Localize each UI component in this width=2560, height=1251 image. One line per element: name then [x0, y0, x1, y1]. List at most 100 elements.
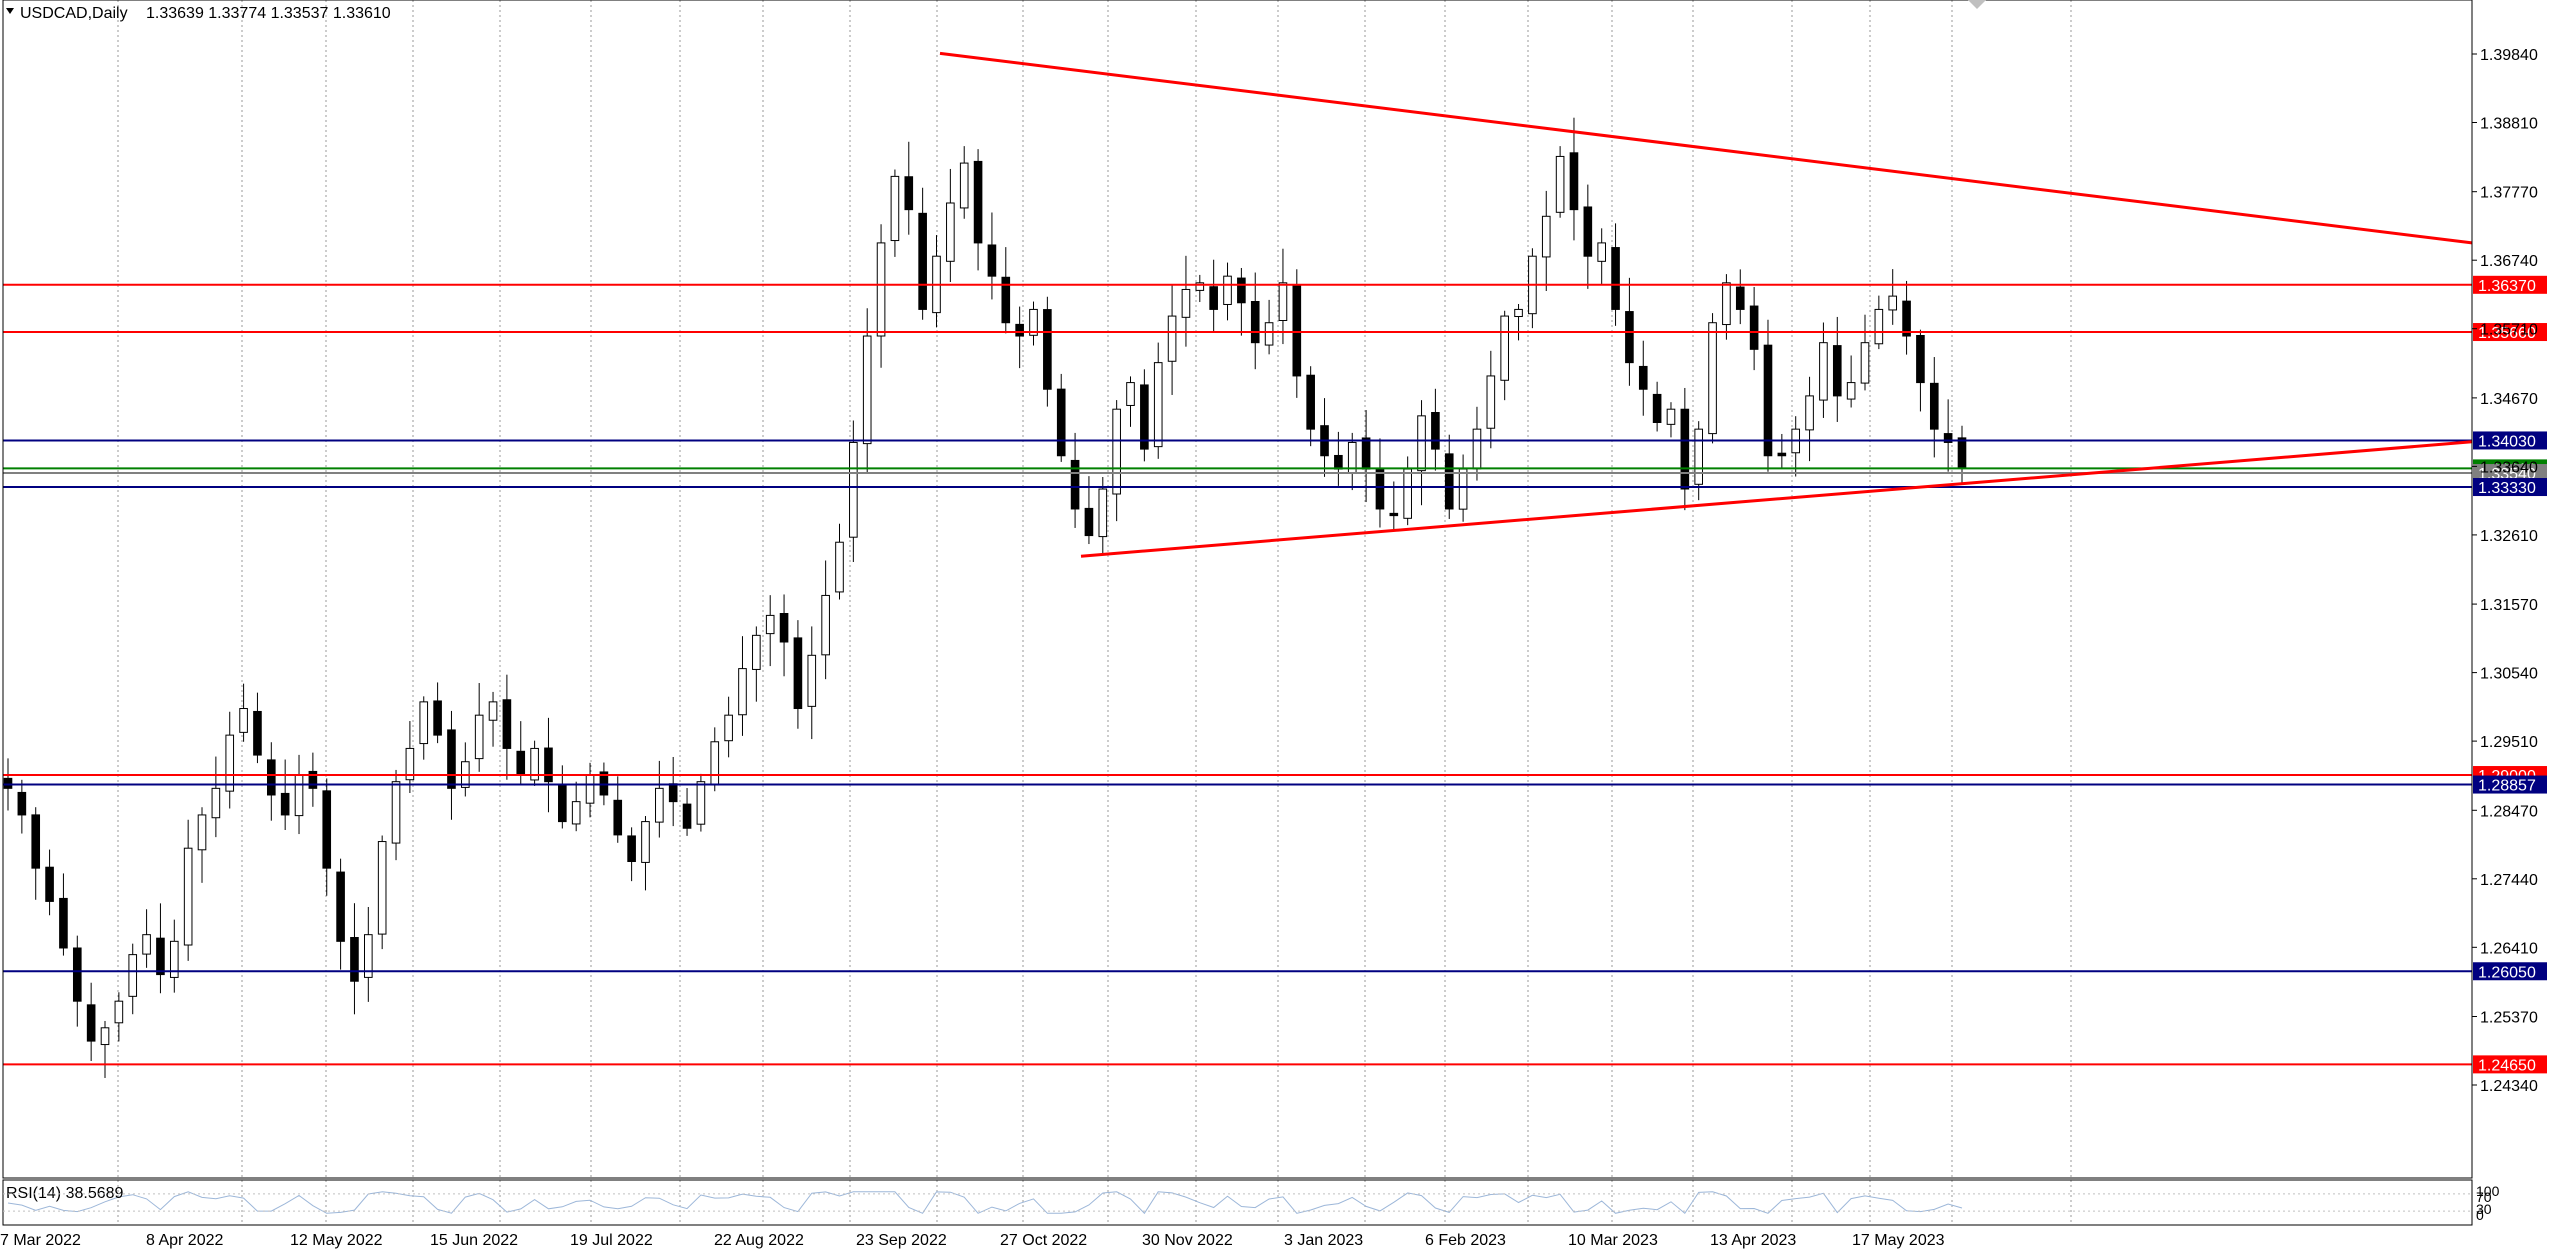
candle-down	[1652, 393, 1662, 423]
candle-up	[585, 774, 595, 804]
candle-down	[1043, 309, 1052, 390]
y-tick-label: 1.35710	[2480, 322, 2538, 339]
candle-up	[1126, 382, 1135, 406]
candle-down	[599, 771, 609, 796]
candle-up	[1167, 315, 1177, 362]
candle-up	[1500, 315, 1509, 381]
candle-up	[377, 841, 387, 935]
y-tick-label: 1.38810	[2480, 116, 2538, 133]
candle-down	[1070, 459, 1080, 510]
candle-up	[419, 701, 429, 745]
x-tick-label: 27 Oct 2022	[1000, 1232, 1087, 1249]
time-axis[interactable]: 7 Mar 2022 8 Apr 2022 12 May 2022 15 Jun 20…	[0, 1232, 1945, 1249]
candle-up	[530, 747, 539, 781]
candle-down	[1943, 433, 1953, 443]
candle-down	[3, 777, 13, 789]
candle-up	[488, 701, 498, 721]
candle-down	[45, 866, 54, 902]
candle-down	[1749, 305, 1759, 350]
dropdown-triangle-icon[interactable]	[6, 8, 14, 14]
trendline-lower	[1080, 440, 2473, 558]
candle-down	[1611, 247, 1620, 310]
y-tick-label: 1.27440	[2480, 872, 2538, 889]
candle-up	[1597, 242, 1606, 262]
candle-up	[876, 242, 886, 337]
candle-down	[1902, 300, 1911, 337]
level-price-label: 1.28857	[2478, 778, 2536, 795]
candle-down	[1334, 454, 1343, 470]
candle-up	[696, 781, 706, 825]
price-axis[interactable]: 1.39840 1.38810 1.37770 1.36740 1.35710 1.346…	[2472, 47, 2538, 1095]
candle-down	[1763, 344, 1773, 457]
candle-down	[86, 1004, 96, 1042]
rsi-scale-label: 30	[2476, 1201, 2492, 1217]
candle-down	[502, 699, 512, 749]
candle-up	[1098, 488, 1108, 538]
candle-up	[1486, 375, 1496, 429]
vertical-grid	[117, 0, 2072, 1225]
candle-up	[710, 741, 720, 786]
level-price-tag	[2473, 275, 2547, 294]
candle-up	[239, 708, 248, 733]
candle-up	[752, 634, 761, 670]
candle-down	[322, 790, 332, 869]
candle-down	[1957, 437, 1967, 469]
candle-down	[72, 947, 82, 1002]
level-price-tag	[2473, 1055, 2547, 1074]
shift-marker-icon[interactable]	[1968, 0, 1986, 9]
x-tick-label: 13 Apr 2023	[1710, 1232, 1796, 1249]
candle-down	[1916, 335, 1925, 384]
candle-up	[1029, 308, 1038, 336]
candle-up	[211, 787, 221, 819]
candle-down	[1140, 384, 1149, 450]
candle-up	[474, 714, 484, 760]
candle-down	[987, 244, 997, 277]
y-tick-label: 1.25370	[2480, 1009, 2538, 1026]
x-tick-label: 22 Aug 2022	[714, 1232, 804, 1249]
candle-up	[1694, 428, 1704, 485]
candle-up	[571, 801, 581, 825]
x-tick-label: 17 May 2023	[1852, 1232, 1945, 1249]
candle-up	[862, 335, 872, 445]
x-tick-label: 10 Mar 2023	[1568, 1232, 1658, 1249]
candle-down	[1361, 437, 1371, 470]
level-price-label: 1.24650	[2478, 1057, 2536, 1074]
candle-up	[1181, 288, 1191, 318]
candle-up	[1223, 275, 1232, 305]
candle-down	[558, 784, 567, 823]
candle-down	[904, 176, 914, 211]
candle-up	[1805, 395, 1814, 431]
candle-down	[253, 710, 262, 756]
y-tick-label: 1.29510	[2480, 734, 2538, 751]
candle-down	[1638, 365, 1648, 390]
candle-down	[266, 759, 276, 796]
candle-down	[280, 792, 290, 816]
candle-down	[1001, 276, 1011, 324]
candle-up	[1666, 408, 1676, 425]
x-tick-label: 12 May 2022	[290, 1232, 383, 1249]
y-tick-label: 1.39840	[2480, 47, 2538, 64]
y-tick-label: 1.34670	[2480, 391, 2538, 408]
candle-up	[100, 1027, 110, 1046]
chart-header: USDCAD,Daily 1.33639 1.33774 1.33537 1.3…	[6, 5, 391, 22]
x-tick-label: 15 Jun 2022	[430, 1232, 518, 1249]
chart-frame	[2, 0, 2473, 1226]
candle-down	[308, 770, 318, 789]
horizontal-levels[interactable]: 1.363701.356601.340301.336101.335401.333…	[3, 275, 2547, 1075]
trendlines[interactable]	[939, 51, 2473, 558]
level-price-tag	[2473, 962, 2547, 981]
candle-down	[31, 814, 41, 869]
candle-up	[1708, 322, 1717, 435]
y-tick-label: 1.30540	[2480, 666, 2538, 683]
candle-up	[1264, 322, 1274, 346]
y-tick-label: 1.31570	[2480, 597, 2538, 614]
symbol-label: USDCAD,Daily	[20, 5, 128, 22]
candle-up	[128, 954, 138, 997]
candle-down	[793, 637, 803, 710]
y-tick-label: 1.26410	[2480, 940, 2538, 957]
candle-down	[156, 937, 165, 976]
candle-up	[364, 934, 373, 978]
y-tick-label: 1.37770	[2480, 185, 2538, 202]
